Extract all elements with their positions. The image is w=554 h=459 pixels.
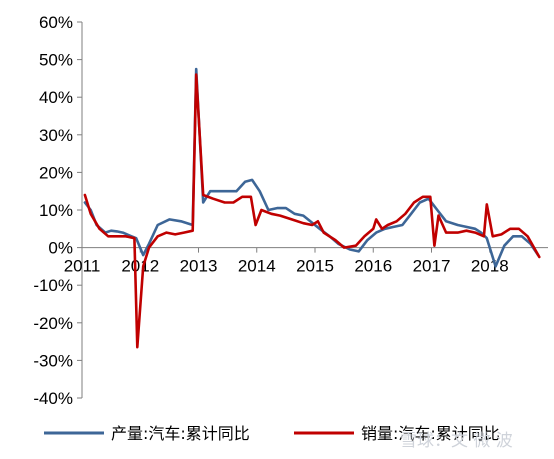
y-tick-label: 40% bbox=[39, 88, 73, 107]
x-tick-label: 2015 bbox=[296, 257, 334, 276]
series-lines bbox=[83, 67, 541, 349]
y-tick-label: 30% bbox=[39, 126, 73, 145]
y-tick-label: -30% bbox=[33, 351, 73, 370]
y-tick-label: 50% bbox=[39, 51, 73, 70]
y-tick-label: 0% bbox=[48, 239, 73, 258]
legend: 产量:汽车:累计同比 销量:汽车:累计同比 bbox=[44, 424, 500, 443]
y-tick-label: 20% bbox=[39, 163, 73, 182]
x-tick-label: 2017 bbox=[413, 257, 451, 276]
y-axis: 60% 50% 40% 30% 20% 10% 0% -10% -20% -30% -40% bbox=[33, 13, 83, 408]
y-tick-label: -10% bbox=[33, 276, 73, 295]
x-tick-label: 2013 bbox=[180, 257, 218, 276]
x-tick-label: 2016 bbox=[354, 257, 392, 276]
legend-label-sales: 销量:汽车:累计同比 bbox=[361, 424, 500, 443]
y-tick-label: -40% bbox=[33, 389, 73, 408]
x-tick-label: 2014 bbox=[238, 257, 276, 276]
series-line-sales bbox=[83, 73, 541, 349]
y-tick-label: 60% bbox=[39, 13, 73, 32]
y-tick-label: -20% bbox=[33, 314, 73, 333]
legend-label-production: 产量:汽车:累计同比 bbox=[111, 424, 250, 443]
x-tick-label: 2012 bbox=[121, 257, 159, 276]
series-line-production bbox=[83, 67, 540, 268]
y-tick-label: 10% bbox=[39, 201, 73, 220]
x-tick-label: 2018 bbox=[471, 257, 509, 276]
watermark: 雪球：文 微 波 bbox=[400, 431, 513, 451]
x-tick-label: 2011 bbox=[64, 257, 101, 276]
x-axis: 2011 2012 2013 2014 2015 2016 2017 2018 bbox=[64, 247, 548, 276]
